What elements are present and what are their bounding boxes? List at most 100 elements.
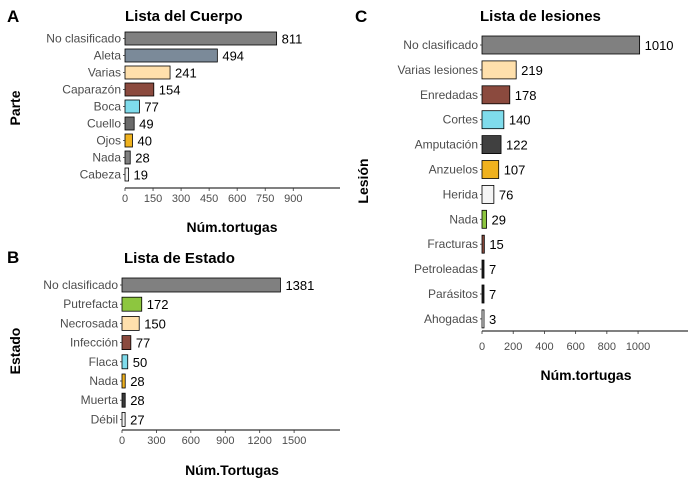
bar	[481, 35, 641, 55]
bar	[121, 315, 140, 331]
data-label: 122	[506, 138, 528, 153]
category-label: Cabeza	[80, 168, 122, 182]
data-label: 7	[489, 262, 496, 277]
category-label: Débil	[91, 412, 118, 426]
bar	[124, 116, 135, 131]
x-tick-label: 0	[122, 193, 128, 205]
category-label: Herida	[443, 187, 479, 201]
category-label: Nada	[449, 212, 478, 226]
x-tick-label: 300	[147, 435, 165, 447]
chart-title: Lista de lesiones	[480, 8, 601, 25]
bar	[124, 48, 218, 63]
y-axis-label: Estado	[7, 328, 23, 375]
data-label: 7	[489, 287, 496, 302]
data-label: 1010	[645, 38, 674, 53]
bar	[121, 373, 126, 389]
panel-letter: B	[7, 248, 19, 267]
category-label: Putrefacta	[63, 297, 118, 311]
category-label: Enredadas	[420, 88, 478, 102]
category-label: Amputación	[415, 138, 478, 152]
data-label: 50	[133, 355, 147, 370]
category-label: Boca	[94, 100, 122, 114]
data-label: 107	[504, 163, 526, 178]
category-label: Aleta	[94, 49, 122, 63]
x-axis-label: Núm.tortugas	[541, 367, 632, 383]
data-label: 241	[175, 66, 197, 81]
bar	[121, 335, 132, 351]
bar	[481, 209, 487, 229]
data-label: 150	[144, 316, 166, 331]
bar	[124, 82, 155, 97]
category-label: Ojos	[96, 134, 121, 148]
category-label: Nada	[89, 374, 118, 388]
chart-panel-a: A Lista del Cuerpo No clasificado 811 Aleta 4…	[7, 7, 340, 235]
category-label: Infección	[70, 336, 118, 350]
category-label: Necrosada	[60, 316, 118, 330]
data-label: 19	[134, 168, 148, 183]
x-tick-label: 600	[228, 193, 246, 205]
data-label: 28	[135, 151, 149, 166]
data-label: 3	[489, 312, 496, 327]
bar	[124, 31, 278, 46]
bar	[481, 259, 485, 279]
category-label: Fracturas	[427, 237, 478, 251]
bar	[121, 354, 129, 370]
x-tick-label: 200	[504, 341, 522, 353]
x-tick-label: 150	[144, 193, 162, 205]
category-label: No clasificado	[43, 278, 118, 292]
x-axis-label: Núm.Tortugas	[185, 462, 279, 478]
category-label: Flaca	[89, 355, 119, 369]
x-tick-label: 300	[172, 193, 190, 205]
x-tick-label: 1000	[626, 341, 650, 353]
bar	[481, 284, 485, 304]
data-label: 154	[159, 83, 181, 98]
chart-title: Lista de Estado	[124, 250, 235, 267]
data-label: 140	[509, 113, 531, 128]
bar	[121, 277, 281, 293]
bar	[481, 160, 500, 179]
category-label: Varias	[88, 66, 121, 80]
bar	[481, 309, 485, 329]
bar	[481, 110, 505, 130]
category-label: Caparazón	[62, 83, 121, 97]
category-label: Varias lesiones	[398, 63, 478, 77]
data-label: 219	[521, 63, 543, 78]
data-label: 27	[130, 412, 144, 427]
data-label: 77	[136, 336, 150, 351]
data-label: 1381	[285, 278, 314, 293]
bar	[481, 60, 517, 80]
bar	[124, 99, 140, 114]
bar	[481, 234, 485, 254]
x-tick-label: 900	[216, 435, 234, 447]
bar	[124, 167, 129, 182]
x-tick-label: 450	[200, 193, 218, 205]
panel-letter: C	[355, 7, 367, 26]
data-label: 178	[515, 88, 537, 103]
bar	[121, 296, 143, 312]
data-label: 811	[282, 32, 303, 47]
x-tick-label: 400	[535, 341, 553, 353]
category-label: Cortes	[443, 113, 478, 127]
category-label: No clasificado	[403, 38, 478, 52]
y-axis-label: Lesión	[355, 158, 371, 203]
x-tick-label: 1200	[247, 435, 271, 447]
bar	[481, 184, 495, 204]
x-tick-label: 0	[479, 341, 485, 353]
bar	[121, 411, 126, 427]
data-label: 172	[147, 297, 169, 312]
x-tick-label: 0	[119, 435, 125, 447]
data-label: 49	[139, 117, 153, 132]
category-label: Parásitos	[428, 287, 478, 301]
bar	[481, 135, 502, 155]
x-tick-label: 600	[182, 435, 200, 447]
x-tick-label: 1500	[282, 435, 306, 447]
data-label: 15	[489, 237, 503, 252]
bar	[481, 85, 511, 105]
x-tick-label: 900	[284, 193, 302, 205]
category-label: Ahogadas	[424, 312, 478, 326]
bar	[121, 392, 126, 408]
data-label: 77	[144, 100, 158, 115]
data-label: 28	[130, 374, 144, 389]
